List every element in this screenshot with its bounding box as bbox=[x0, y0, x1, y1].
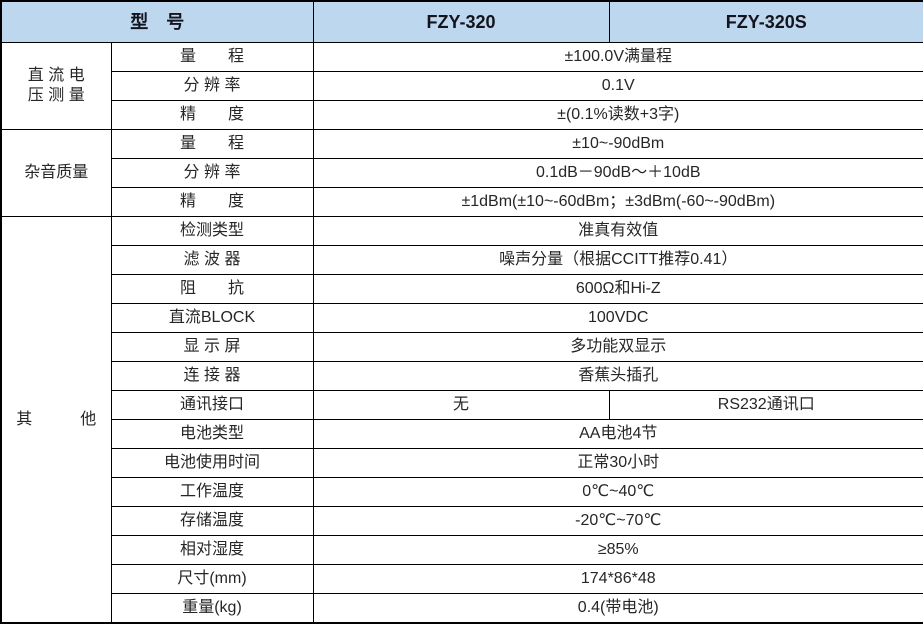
value-noise-range: ±10~-90dBm bbox=[312, 129, 923, 159]
label-noise-resolution: 分 辨 率 bbox=[110, 158, 314, 188]
label-operating-temp: 工作温度 bbox=[110, 477, 314, 507]
header-model-label: 型 号 bbox=[0, 0, 314, 43]
value-battery-type: AA电池4节 bbox=[312, 419, 923, 449]
table-row: 重量(kg) 0.4(带电池) bbox=[1, 593, 923, 624]
value-dimensions: 174*86*48 bbox=[312, 564, 923, 594]
table-row: 分 辨 率 0.1V bbox=[1, 71, 923, 101]
label-dc-range: 量 程 bbox=[110, 42, 314, 72]
value-relative-humidity: ≥85% bbox=[312, 535, 923, 565]
table-row: 其 他 检测类型 准真有效值 bbox=[0, 216, 923, 624]
table-row: 分 辨 率 0.1dB－90dB～＋10dB bbox=[1, 158, 923, 188]
table-row: 相对湿度 ≥85% bbox=[1, 535, 923, 565]
value-dc-range: ±100.0V满量程 bbox=[312, 42, 923, 72]
label-dimensions: 尺寸(mm) bbox=[110, 564, 314, 594]
table-row: 显 示 屏 多功能双显示 bbox=[1, 332, 923, 362]
header-row: 型 号 FZY-320 FZY-320S bbox=[0, 0, 923, 43]
label-battery-type: 电池类型 bbox=[110, 419, 314, 449]
label-dc-resolution: 分 辨 率 bbox=[110, 71, 314, 101]
table-row: 电池类型 AA电池4节 bbox=[1, 419, 923, 449]
value-weight: 0.4(带电池) bbox=[312, 593, 923, 624]
value-battery-life: 正常30小时 bbox=[312, 448, 923, 478]
value-dc-block: 100VDC bbox=[312, 303, 923, 333]
group-label-dc-voltage: 直 流 电 压 测 量 bbox=[0, 42, 112, 130]
value-comm-interface-fzy320s: RS232通讯口 bbox=[608, 390, 923, 420]
label-detection-type: 检测类型 bbox=[110, 216, 314, 246]
value-noise-resolution: 0.1dB－90dB～＋10dB bbox=[312, 158, 923, 188]
value-filter: 噪声分量（根据CCITT推荐0.41） bbox=[312, 245, 923, 275]
header-model-fzy320s: FZY-320S bbox=[608, 0, 923, 43]
value-storage-temp: -20℃~70℃ bbox=[312, 506, 923, 536]
value-dc-resolution: 0.1V bbox=[312, 71, 923, 101]
value-display: 多功能双显示 bbox=[312, 332, 923, 362]
value-dc-accuracy: ±(0.1%读数+3字) bbox=[312, 100, 923, 130]
table-row: 滤 波 器 噪声分量（根据CCITT推荐0.41） bbox=[1, 245, 923, 275]
label-noise-accuracy: 精 度 bbox=[110, 187, 314, 217]
table-row: 杂音质量 量 程 ±10~-90dBm bbox=[0, 129, 923, 217]
label-connector: 连 接 器 bbox=[110, 361, 314, 391]
label-relative-humidity: 相对湿度 bbox=[110, 535, 314, 565]
label-comm-interface: 通讯接口 bbox=[110, 390, 314, 420]
label-filter: 滤 波 器 bbox=[110, 245, 314, 275]
label-noise-range: 量 程 bbox=[110, 129, 314, 159]
table-row: 工作温度 0℃~40℃ bbox=[1, 477, 923, 507]
value-detection-type: 准真有效值 bbox=[312, 216, 923, 246]
label-dc-accuracy: 精 度 bbox=[110, 100, 314, 130]
value-impedance: 600Ω和Hi-Z bbox=[312, 274, 923, 304]
table-row: 电池使用时间 正常30小时 bbox=[1, 448, 923, 478]
table-row: 尺寸(mm) 174*86*48 bbox=[1, 564, 923, 594]
label-storage-temp: 存储温度 bbox=[110, 506, 314, 536]
table-row: 精 度 ±1dBm(±10~-60dBm；±3dBm(-60~-90dBm) bbox=[1, 187, 923, 217]
value-comm-interface-fzy320: 无 bbox=[312, 390, 610, 420]
value-noise-accuracy: ±1dBm(±10~-60dBm；±3dBm(-60~-90dBm) bbox=[312, 187, 923, 217]
label-impedance: 阻 抗 bbox=[110, 274, 314, 304]
label-dc-block: 直流BLOCK bbox=[110, 303, 314, 333]
header-model-fzy320: FZY-320 bbox=[312, 0, 610, 43]
table-row: 直 流 电 压 测 量 量 程 ±100.0V满量程 bbox=[0, 42, 923, 130]
table-row: 精 度 ±(0.1%读数+3字) bbox=[1, 100, 923, 130]
table-row: 通讯接口 无 RS232通讯口 bbox=[1, 390, 923, 420]
label-weight: 重量(kg) bbox=[110, 593, 314, 624]
group-label-noise-quality: 杂音质量 bbox=[0, 129, 112, 217]
label-battery-life: 电池使用时间 bbox=[110, 448, 314, 478]
label-display: 显 示 屏 bbox=[110, 332, 314, 362]
table-row: 连 接 器 香蕉头插孔 bbox=[1, 361, 923, 391]
group-label-other: 其 他 bbox=[0, 216, 112, 624]
table-row: 直流BLOCK 100VDC bbox=[1, 303, 923, 333]
value-connector: 香蕉头插孔 bbox=[312, 361, 923, 391]
value-operating-temp: 0℃~40℃ bbox=[312, 477, 923, 507]
table-row: 阻 抗 600Ω和Hi-Z bbox=[1, 274, 923, 304]
table-row: 存储温度 -20℃~70℃ bbox=[1, 506, 923, 536]
